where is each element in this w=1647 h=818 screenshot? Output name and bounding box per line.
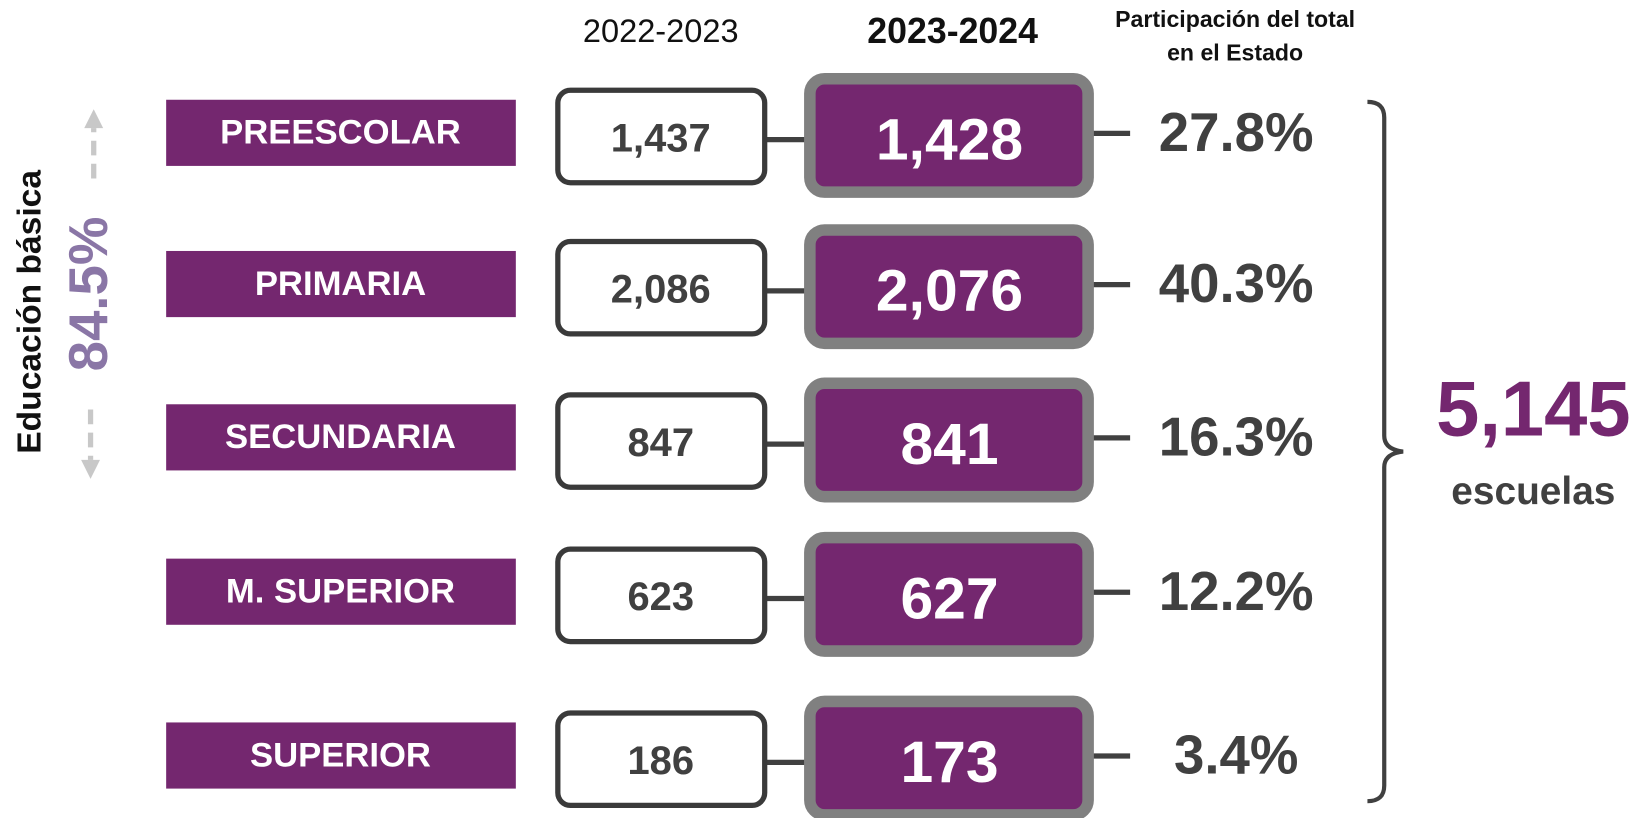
total-value: 5,145 xyxy=(1436,366,1630,452)
level-label: SECUNDARIA xyxy=(225,418,456,456)
previous-value: 847 xyxy=(627,421,694,465)
level-box xyxy=(166,722,516,789)
level-box xyxy=(166,99,516,166)
brace xyxy=(1367,99,1404,804)
share-value: 3.4% xyxy=(1174,725,1298,786)
basic-education-label: Educación básica xyxy=(12,170,49,454)
current-year-header: 2023-2024 xyxy=(867,11,1038,51)
dashed-arrows xyxy=(81,109,104,479)
current-box xyxy=(804,695,1094,818)
current-box xyxy=(804,531,1094,657)
current-value: 173 xyxy=(900,730,998,795)
previous-value: 1,437 xyxy=(611,116,711,160)
previous-box xyxy=(555,546,768,645)
previous-value: 623 xyxy=(627,575,694,619)
share-value: 16.3% xyxy=(1159,406,1314,467)
current-box xyxy=(804,377,1094,503)
previous-box xyxy=(555,238,768,337)
level-label: PREESCOLAR xyxy=(220,114,461,152)
level-box xyxy=(166,558,516,625)
previous-value: 2,086 xyxy=(611,267,711,311)
current-box xyxy=(804,224,1094,350)
current-value: 841 xyxy=(900,412,998,477)
share-value: 12.2% xyxy=(1159,561,1314,622)
share-header: en el Estado xyxy=(1167,40,1303,66)
share-header: Participación del total xyxy=(1115,6,1355,32)
level-label: M. SUPERIOR xyxy=(226,572,455,610)
current-value: 2,076 xyxy=(876,259,1023,324)
previous-year-header: 2022-2023 xyxy=(583,13,739,49)
current-box xyxy=(804,72,1094,198)
share-value: 40.3% xyxy=(1159,253,1314,314)
level-box xyxy=(166,250,516,318)
level-label: SUPERIOR xyxy=(250,736,431,774)
total-unit: escuelas xyxy=(1451,470,1615,513)
current-value: 627 xyxy=(900,566,998,631)
basic-education-share: 84.5% xyxy=(58,217,119,372)
previous-box xyxy=(555,392,768,490)
level-label: PRIMARIA xyxy=(255,265,426,303)
share-value: 27.8% xyxy=(1159,102,1314,163)
previous-value: 186 xyxy=(627,739,694,783)
previous-box xyxy=(555,87,768,186)
level-box xyxy=(166,404,516,471)
previous-box xyxy=(555,710,768,809)
current-value: 1,428 xyxy=(876,107,1023,172)
